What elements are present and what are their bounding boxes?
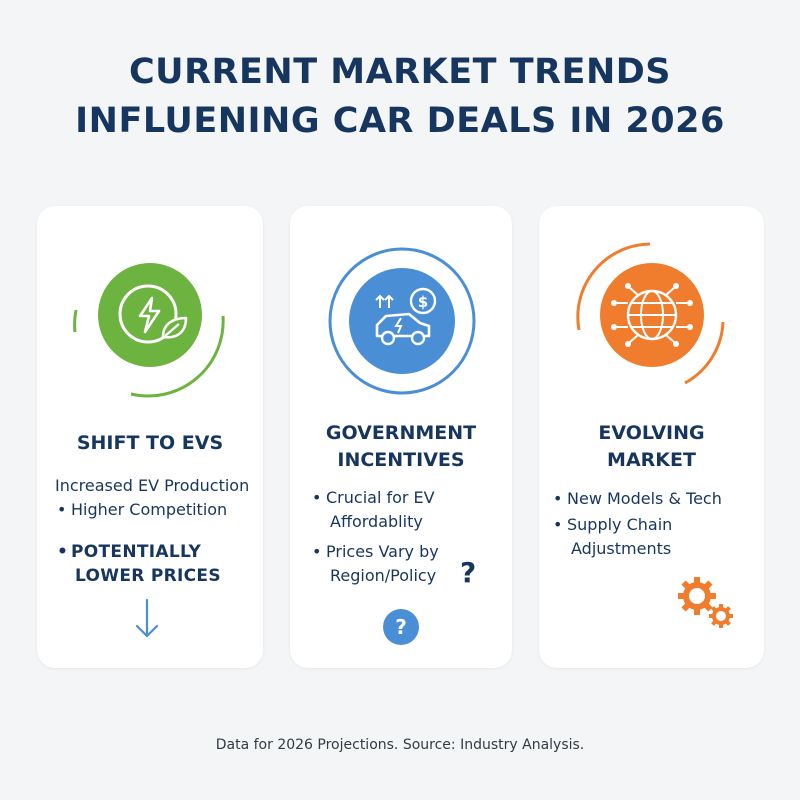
page-title: CURRENT MARKET TRENDS INFLUENING CAR DEA… bbox=[0, 48, 800, 146]
card-bullet: New Models & Tech bbox=[553, 487, 722, 511]
card-bullet: Prices Vary by Region/Policy bbox=[312, 540, 439, 588]
svg-text:$: $ bbox=[418, 293, 428, 311]
arrow-down-icon bbox=[135, 598, 159, 638]
ev-charging-leaf-icon bbox=[73, 263, 225, 398]
card-shift-to-evs: SHIFT TO EVS Increased EV Production Hig… bbox=[37, 206, 263, 668]
card-emphasis: POTENTIALLY LOWER PRICES bbox=[57, 540, 221, 588]
card-bullet: Higher Competition bbox=[57, 498, 227, 522]
card-government-incentives: $ GOVERNMENT INCENTIVES Crucial for EV A… bbox=[290, 206, 512, 668]
gears-icon bbox=[678, 577, 733, 628]
car-price-icon: $ bbox=[328, 247, 476, 395]
card-title-line: INCENTIVES bbox=[337, 449, 465, 471]
card-evolving-market: EVOLVING MARKET New Models & Tech Supply… bbox=[539, 206, 764, 668]
question-mark-icon: ? bbox=[460, 556, 477, 589]
card-title: SHIFT TO EVS bbox=[76, 432, 224, 454]
card-emphasis-line: LOWER PRICES bbox=[75, 566, 221, 586]
card-emphasis-line: POTENTIALLY bbox=[57, 542, 201, 562]
card-title-line: MARKET bbox=[607, 449, 696, 471]
card-title: GOVERNMENT INCENTIVES bbox=[290, 420, 512, 474]
title-line-2: INFLUENING CAR DEALS IN 2026 bbox=[75, 101, 725, 141]
footer-source-note: Data for 2026 Projections. Source: Indus… bbox=[215, 737, 585, 753]
card-line: Increased EV Production bbox=[55, 476, 250, 495]
question-badge-icon: ? bbox=[383, 609, 419, 645]
card-bullet: Crucial for EV Affordablity bbox=[312, 486, 435, 534]
globe-network-icon bbox=[576, 242, 725, 385]
card-title: EVOLVING MARKET bbox=[539, 420, 764, 474]
card-title-line: GOVERNMENT bbox=[325, 422, 477, 444]
card-title-line: EVOLVING bbox=[598, 422, 705, 444]
title-line-1: CURRENT MARKET TRENDS bbox=[128, 52, 671, 92]
card-bullet: Supply Chain Adjustments bbox=[553, 513, 672, 561]
